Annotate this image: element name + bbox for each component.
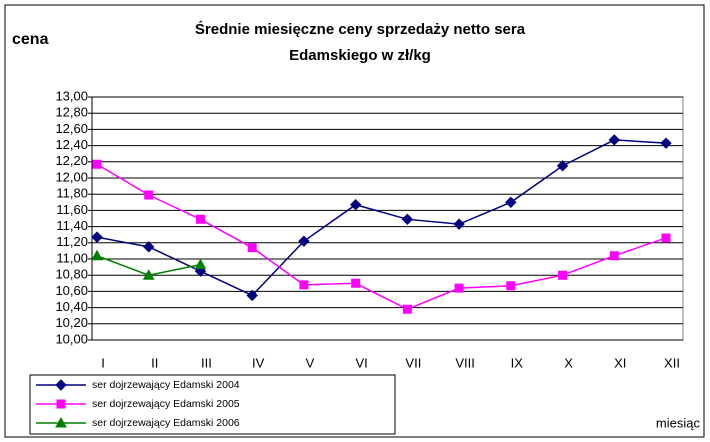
x-tick-label: II	[151, 355, 158, 370]
data-point	[401, 213, 414, 226]
data-point	[402, 304, 412, 314]
x-tick-label: X	[564, 355, 573, 370]
y-tick-label: 12,40	[55, 137, 88, 152]
data-point	[349, 199, 362, 211]
x-tick-label: VIII	[455, 355, 475, 370]
y-tick-label: 11,00	[56, 250, 88, 265]
data-point	[660, 137, 672, 149]
data-point	[144, 190, 154, 200]
y-tick-label: 11,60	[56, 202, 88, 217]
x-tick-label: III	[201, 355, 212, 370]
x-tick-label: IV	[252, 355, 265, 370]
y-tick-label: 10,40	[55, 299, 88, 314]
data-point	[454, 283, 464, 293]
data-point	[247, 243, 257, 253]
data-point	[505, 196, 517, 209]
data-point	[608, 134, 620, 146]
data-point	[195, 214, 205, 224]
y-tick-label: 12,60	[55, 121, 88, 136]
x-tick-label: V	[306, 355, 315, 370]
x-tick-label: VI	[355, 355, 367, 370]
y-tick-label: 12,00	[55, 169, 88, 184]
legend-box	[29, 374, 396, 435]
x-axis-label: miesiąc	[656, 415, 701, 430]
legend-marker	[55, 416, 67, 428]
x-tick-label: IX	[511, 355, 524, 370]
data-point	[558, 270, 568, 280]
y-tick-label: 13,00	[55, 88, 88, 103]
y-axis-label: cena	[12, 31, 49, 48]
data-point	[351, 278, 361, 288]
y-tick-label: 10,80	[55, 267, 88, 282]
y-tick-label: 11,40	[56, 218, 88, 233]
legend-label: ser dojrzewający Edamski 2005	[92, 398, 240, 410]
y-tick-label: 11,80	[56, 186, 88, 201]
x-tick-label: XI	[614, 355, 626, 370]
legend-marker	[55, 379, 67, 391]
x-tick-label: I	[101, 355, 105, 370]
data-point	[298, 235, 310, 247]
legend-label: ser dojrzewający Edamski 2004	[92, 379, 240, 391]
y-tick-label: 10,00	[55, 331, 88, 346]
data-point	[556, 160, 569, 172]
y-tick-label: 11,20	[56, 234, 88, 249]
y-tick-label: 12,20	[55, 153, 88, 168]
data-point	[661, 233, 671, 243]
chart-title: Średnie miesięczne ceny sprzedaży netto …	[195, 20, 526, 38]
series-line	[96, 163, 667, 311]
chart-title: Edamskiego w zł/kg	[289, 47, 431, 64]
y-tick-label: 12,80	[55, 105, 88, 120]
x-tick-label: VII	[405, 355, 421, 370]
data-point	[194, 258, 207, 270]
data-point	[246, 289, 258, 302]
data-point	[453, 218, 465, 230]
data-point	[92, 159, 102, 169]
legend-marker	[56, 399, 66, 409]
plot-area	[91, 96, 684, 341]
data-point	[142, 269, 155, 280]
data-point	[506, 281, 516, 291]
data-point	[143, 241, 155, 253]
y-tick-label: 10,20	[55, 315, 88, 330]
legend-label: ser dojrzewający Edamski 2006	[92, 417, 240, 429]
y-tick-label: 10,60	[55, 283, 88, 298]
data-point	[91, 249, 103, 261]
x-tick-label: XII	[664, 355, 680, 370]
data-point	[91, 231, 103, 243]
data-point	[299, 280, 309, 290]
data-point	[609, 251, 619, 261]
